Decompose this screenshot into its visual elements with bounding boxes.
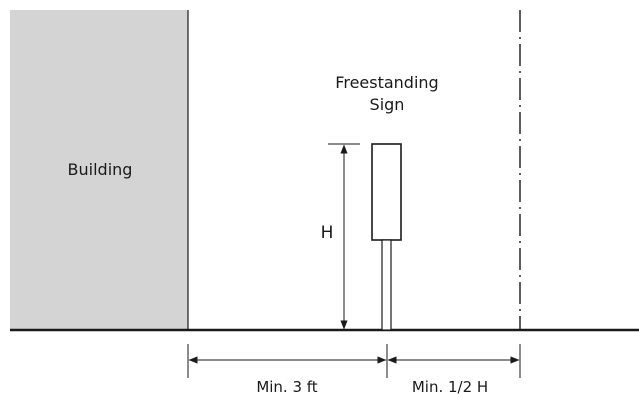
setback-building-label: Min. 3 ft (256, 378, 317, 396)
building-label: Building (68, 160, 133, 179)
sign-post (381, 239, 392, 331)
building-block (10, 10, 188, 330)
sign-label-line2: Sign (370, 95, 405, 114)
height-label: H (321, 223, 334, 243)
setback-line-label: Min. 1/2 H (412, 378, 488, 396)
sign-panel (371, 143, 402, 241)
sign-label-line1: Freestanding (335, 73, 438, 92)
